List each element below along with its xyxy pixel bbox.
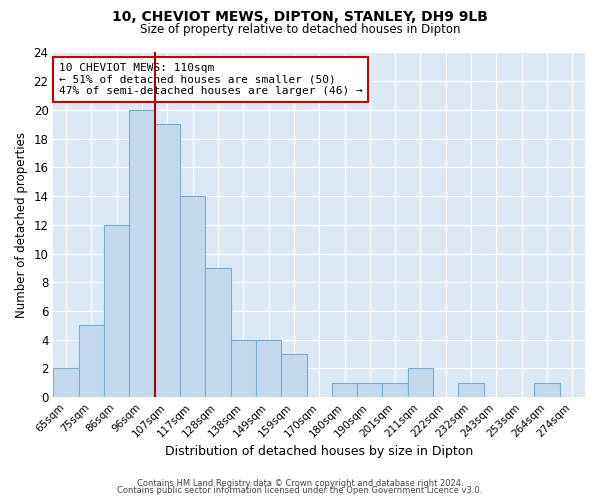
Text: 10, CHEVIOT MEWS, DIPTON, STANLEY, DH9 9LB: 10, CHEVIOT MEWS, DIPTON, STANLEY, DH9 9… xyxy=(112,10,488,24)
Bar xyxy=(256,340,281,397)
Bar xyxy=(332,383,357,397)
Bar xyxy=(230,340,256,397)
Y-axis label: Number of detached properties: Number of detached properties xyxy=(15,132,28,318)
Bar xyxy=(205,268,230,397)
X-axis label: Distribution of detached houses by size in Dipton: Distribution of detached houses by size … xyxy=(165,444,473,458)
Bar xyxy=(180,196,205,397)
Bar xyxy=(458,383,484,397)
Text: 10 CHEVIOT MEWS: 110sqm
← 51% of detached houses are smaller (50)
47% of semi-de: 10 CHEVIOT MEWS: 110sqm ← 51% of detache… xyxy=(59,63,362,96)
Bar xyxy=(104,225,130,397)
Bar xyxy=(535,383,560,397)
Bar xyxy=(155,124,180,397)
Bar xyxy=(130,110,155,397)
Bar xyxy=(79,326,104,397)
Bar xyxy=(53,368,79,397)
Text: Contains HM Land Registry data © Crown copyright and database right 2024.: Contains HM Land Registry data © Crown c… xyxy=(137,478,463,488)
Text: Size of property relative to detached houses in Dipton: Size of property relative to detached ho… xyxy=(140,22,460,36)
Text: Contains public sector information licensed under the Open Government Licence v3: Contains public sector information licen… xyxy=(118,486,482,495)
Bar xyxy=(382,383,408,397)
Bar xyxy=(281,354,307,397)
Bar xyxy=(357,383,382,397)
Bar xyxy=(408,368,433,397)
